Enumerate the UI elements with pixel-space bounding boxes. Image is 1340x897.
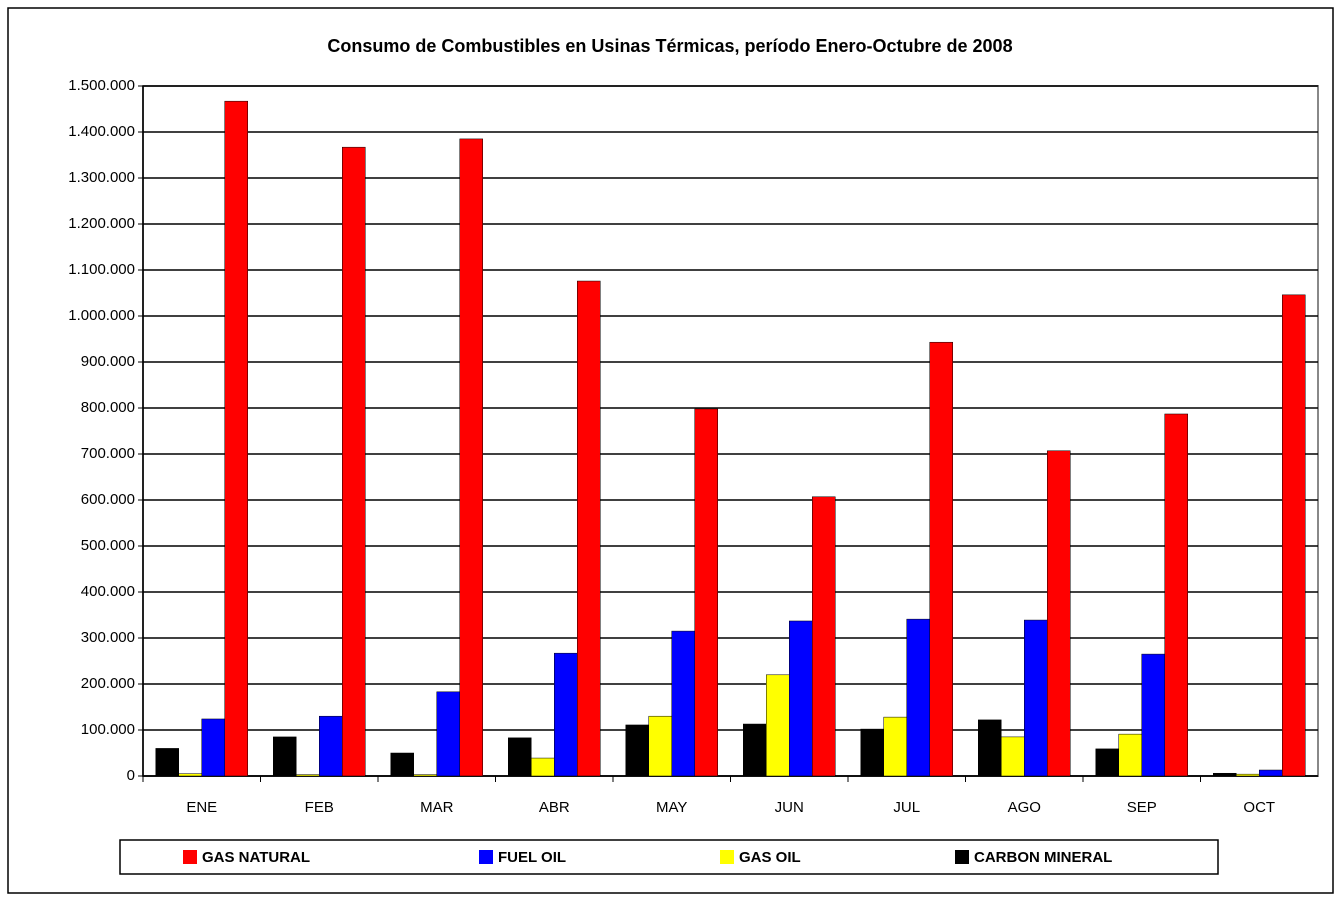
legend-label: FUEL OIL <box>498 849 566 866</box>
x-tick-label: JUL <box>893 799 920 816</box>
bar <box>1236 773 1260 777</box>
y-tick-label: 300.000 <box>81 629 135 646</box>
x-tick-label: OCT <box>1243 799 1275 816</box>
bar <box>273 736 297 777</box>
chart-title: Consumo de Combustibles en Usinas Térmic… <box>327 36 1012 56</box>
bar <box>1213 772 1237 777</box>
y-tick-label: 1.000.000 <box>68 307 135 324</box>
bar <box>1141 653 1165 777</box>
bar <box>390 752 414 777</box>
y-tick-label: 100.000 <box>81 721 135 738</box>
bar <box>155 748 179 777</box>
bar <box>459 138 483 777</box>
legend-swatch <box>479 850 493 864</box>
y-tick-label: 1.100.000 <box>68 261 135 278</box>
bar <box>1282 294 1306 777</box>
y-tick-label: 900.000 <box>81 353 135 370</box>
bar <box>296 774 320 777</box>
legend-label: GAS OIL <box>739 849 801 866</box>
y-tick-label: 1.200.000 <box>68 215 135 232</box>
bar <box>694 408 718 777</box>
bar <box>1259 769 1283 777</box>
bar <box>1095 748 1119 777</box>
bar <box>508 737 532 777</box>
bar <box>906 618 930 777</box>
bar <box>648 715 672 777</box>
bar <box>1047 450 1071 777</box>
bar <box>1118 733 1142 777</box>
y-tick-label: 200.000 <box>81 675 135 692</box>
bar <box>1024 619 1048 777</box>
y-tick-label: 400.000 <box>81 583 135 600</box>
legend-swatch <box>720 850 734 864</box>
bar <box>224 100 248 777</box>
bar <box>766 674 790 777</box>
x-tick-label: FEB <box>305 799 334 816</box>
bar <box>929 341 953 777</box>
y-tick-label: 500.000 <box>81 537 135 554</box>
bar <box>978 719 1002 777</box>
bar <box>319 715 343 777</box>
bar <box>671 630 695 777</box>
bar <box>577 280 601 777</box>
bar <box>1164 413 1188 777</box>
bar <box>554 652 578 777</box>
y-tick-label: 1.300.000 <box>68 169 135 186</box>
bar <box>436 691 460 777</box>
y-tick-label: 800.000 <box>81 399 135 416</box>
legend-box <box>119 839 1219 875</box>
bar <box>625 724 649 777</box>
bar <box>860 728 884 777</box>
y-tick-label: 600.000 <box>81 491 135 508</box>
y-tick-label: 1.500.000 <box>68 77 135 94</box>
bar <box>812 496 836 777</box>
bar <box>413 774 437 777</box>
x-tick-label: MAR <box>420 799 454 816</box>
x-tick-label: AGO <box>1008 799 1041 816</box>
bar <box>743 723 767 777</box>
bar <box>531 757 555 777</box>
x-tick-label: ENE <box>186 799 217 816</box>
bar <box>342 146 366 777</box>
legend-label: GAS NATURAL <box>202 849 310 866</box>
legend-label: CARBON MINERAL <box>974 849 1112 866</box>
bar <box>201 718 225 777</box>
y-tick-label: 0 <box>127 767 135 784</box>
bar <box>883 716 907 777</box>
bar <box>178 773 202 777</box>
y-tick-label: 1.400.000 <box>68 123 135 140</box>
legend-swatch <box>955 850 969 864</box>
x-tick-label: JUN <box>775 799 804 816</box>
bar <box>789 620 813 777</box>
legend-swatch <box>183 850 197 864</box>
y-tick-label: 700.000 <box>81 445 135 462</box>
x-tick-label: MAY <box>656 799 687 816</box>
x-tick-label: ABR <box>539 799 570 816</box>
bar <box>1001 736 1025 777</box>
x-tick-label: SEP <box>1127 799 1157 816</box>
